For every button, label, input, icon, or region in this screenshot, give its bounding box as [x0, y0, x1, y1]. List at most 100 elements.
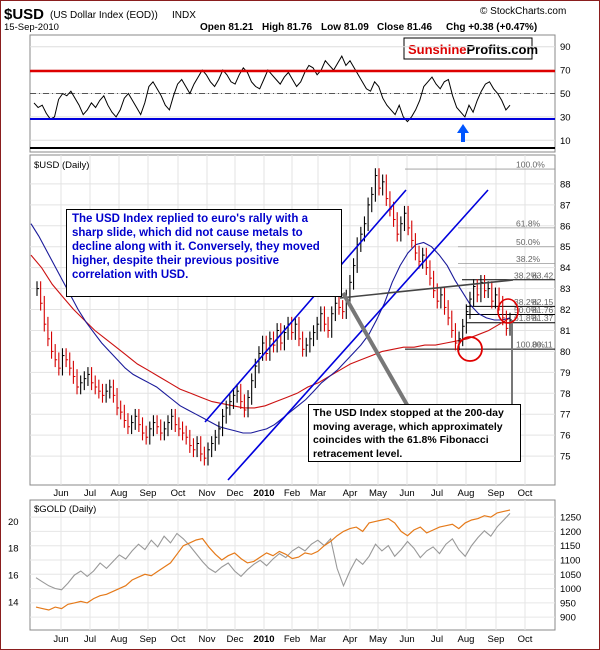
highlight-circle-left — [457, 336, 483, 362]
gold-xtick-label: Mar — [310, 634, 326, 645]
usd-xtick-label: Mar — [310, 488, 326, 499]
usd-tick-label: 76 — [560, 431, 571, 442]
usd-tick-label: 87 — [560, 200, 571, 211]
gold-usd-line — [35, 513, 511, 591]
pointer-line-top — [341, 292, 412, 411]
rsi-panel: SunshineProfits.com 90 70 50 30 10 — [29, 34, 571, 153]
rsi-tick-label: 10 — [560, 136, 571, 147]
usd-xtick-label: 2010 — [253, 488, 274, 499]
gold-right-tick-label: 1100 — [560, 556, 580, 567]
usd-tick-label: 80 — [560, 347, 571, 358]
usd-tick-label: 85 — [560, 242, 571, 253]
gold-xtick-label: Jul — [431, 634, 443, 645]
fib-value-label: 81.76 — [532, 305, 554, 315]
rsi-tick-label: 50 — [560, 89, 571, 100]
rsi-tick-label: 70 — [560, 66, 571, 77]
channel-upper-line — [204, 189, 407, 423]
gold-xtick-label: May — [369, 634, 387, 645]
usd-tick-label: 79 — [560, 368, 571, 379]
usd-xtick-label: May — [369, 488, 387, 499]
rsi-tick-label: 30 — [560, 112, 571, 123]
gold-right-tick-label: 1050 — [560, 570, 581, 581]
gold-left-tick-label: 16 — [8, 571, 19, 582]
fib-value-label: 81.37 — [532, 313, 554, 323]
gold-xtick-label: Aug — [111, 634, 128, 645]
low-label: Low 81.09 — [321, 22, 369, 33]
annotation-top: The USD Index replied to euro's rally wi… — [66, 209, 342, 297]
fib-label: 38.2% — [514, 270, 539, 280]
gold-right-tick-label: 900 — [560, 613, 576, 624]
gold-price-line — [35, 509, 511, 611]
usd-tick-label: 88 — [560, 179, 571, 190]
chg-label: Chg +0.38 (+0.47%) — [446, 22, 537, 33]
gold-left-tick-label: 20 — [8, 517, 19, 528]
fib-label: 100.0% — [516, 160, 545, 170]
fib-label: 38.2% — [514, 297, 539, 307]
gold-xtick-label: 2010 — [253, 634, 274, 645]
usd-xtick-label: Sep — [488, 488, 505, 499]
usd-xtick-label: Jul — [84, 488, 96, 499]
ma-short-line — [30, 223, 511, 434]
high-label: High 81.76 — [262, 22, 312, 33]
brand-logo: SunshineProfits.com — [408, 42, 538, 57]
usd-xtick-label: Jul — [431, 488, 443, 499]
neckline-line — [339, 279, 514, 299]
usd-xtick-label: Jun — [53, 488, 68, 499]
gold-xtick-label: Oct — [171, 634, 186, 645]
usd-tick-label: 83 — [560, 284, 571, 295]
rsi-series-line — [33, 55, 511, 123]
highlight-circle-right — [497, 298, 519, 324]
usd-tick-label: 77 — [560, 410, 571, 421]
source-label: © StockCharts.com — [480, 6, 566, 17]
usd-xtick-label: Jun — [399, 488, 414, 499]
gold-xtick-label: Aug — [458, 634, 475, 645]
gold-right-tick-label: 1000 — [560, 584, 581, 595]
fib-label: 50.0% — [514, 305, 539, 315]
close-label: Close 81.46 — [377, 22, 432, 33]
usd-xtick-label: Aug — [111, 488, 128, 499]
fib-label: 50.0% — [516, 237, 541, 247]
fib-label: 38.2% — [516, 254, 541, 264]
usd-xtick-label: Sep — [140, 488, 157, 499]
usd-xtick-label: Dec — [227, 488, 244, 499]
rsi-tick-label: 90 — [560, 42, 571, 53]
usd-tick-label: 86 — [560, 221, 571, 232]
usd-tick-label: 84 — [560, 263, 571, 274]
gold-xtick-label: Sep — [488, 634, 505, 645]
annotation-bottom: The USD Index stopped at the 200-day mov… — [308, 404, 521, 462]
gold-right-tick-label: 1200 — [560, 527, 581, 538]
gold-right-tick-label: 950 — [560, 598, 576, 609]
usd-xtick-label: Nov — [199, 488, 216, 499]
gold-left-tick-label: 14 — [8, 597, 19, 608]
usd-xtick-label: Oct — [518, 488, 533, 499]
gold-xtick-label: Jul — [84, 634, 96, 645]
gold-panel-title: $GOLD (Daily) — [34, 504, 96, 515]
gold-xtick-label: Jun — [53, 634, 68, 645]
gold-right-tick-label: 1250 — [560, 513, 581, 524]
gold-xtick-label: Apr — [343, 634, 358, 645]
date-label: 15-Sep-2010 — [4, 22, 59, 33]
usd-xtick-label: Aug — [458, 488, 475, 499]
gold-right-tick-label: 1150 — [560, 541, 580, 552]
open-label: Open 81.21 — [200, 22, 254, 33]
fib-value-label: 83.42 — [532, 270, 554, 280]
usd-tick-label: 82 — [560, 305, 571, 316]
gold-xtick-label: Jun — [399, 634, 414, 645]
usd-tick-label: 78 — [560, 389, 571, 400]
usd-xtick-label: Feb — [284, 488, 300, 499]
usd-xtick-label: Apr — [343, 488, 358, 499]
gold-xtick-label: Oct — [518, 634, 533, 645]
fib-label: 100.0% — [516, 340, 545, 350]
symbol-label: $USD — [4, 6, 44, 23]
ma-long-line — [30, 254, 511, 409]
index-name-label: (US Dollar Index (EOD)) — [50, 10, 158, 21]
fib-label: 61.8% — [514, 313, 539, 323]
channel-lower-line — [227, 189, 489, 481]
fib-label: 61.8% — [516, 218, 541, 228]
gold-panel: 20 18 16 14 1250 1200 1150 1100 1050 1000 950 900 J… — [8, 499, 581, 645]
gold-xtick-label: Feb — [284, 634, 300, 645]
gold-left-tick-label: 18 — [8, 544, 19, 555]
fib-value-label: 82.15 — [532, 297, 554, 307]
gold-xtick-label: Sep — [140, 634, 157, 645]
